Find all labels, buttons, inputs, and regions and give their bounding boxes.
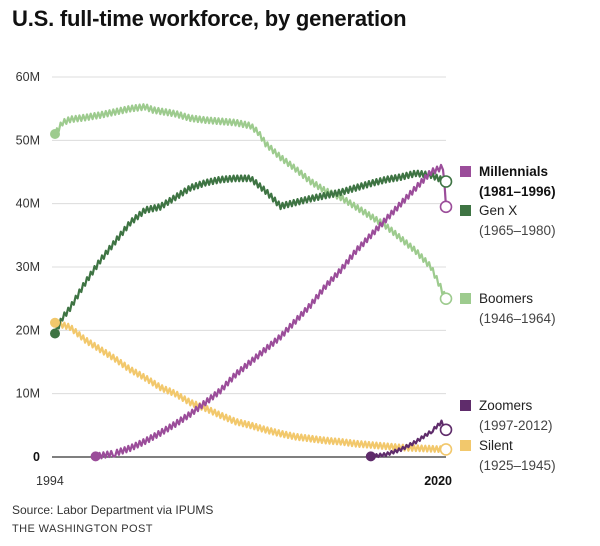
legend-swatch	[460, 166, 471, 177]
legend-series-range: (1965–1980)	[479, 223, 556, 238]
legend-swatch	[460, 205, 471, 216]
y-tick-label: 10M	[16, 387, 40, 401]
legend-series-name: Millennials	[479, 164, 548, 179]
legend-series-range: (1981–1996)	[479, 184, 556, 199]
millennials-end-point	[439, 200, 453, 214]
boomers-start-point	[50, 129, 60, 139]
legend-item-boomers: Boomers (1946–1964)	[460, 291, 556, 326]
gen-x-start-point	[50, 328, 60, 339]
x-tick-label: 2020	[424, 474, 452, 488]
gridlines	[52, 76, 446, 458]
publisher-credit: THE WASHINGTON POST	[12, 523, 153, 535]
y-tick-label: 60M	[16, 70, 40, 84]
boomers-line	[53, 103, 448, 299]
x-tick-label: 1994	[36, 474, 64, 488]
zoomers-line	[369, 419, 447, 459]
legend-series-range: (1925–1945)	[479, 458, 556, 473]
legend-swatch	[460, 293, 471, 304]
legend-item-zoomers: Zoomers (1997-2012)	[460, 398, 553, 433]
y-tick-label: 30M	[16, 260, 40, 274]
legend-item-silent: Silent (1925–1945)	[460, 438, 556, 473]
y-axis-ticks: 60M 50M 40M 30M 20M 10M 0	[16, 70, 40, 464]
legend-series-name: Boomers	[479, 291, 533, 306]
legend-item-millennials: Millennials (1981–1996)	[460, 164, 556, 199]
silent-line	[53, 319, 447, 454]
series-lines	[53, 103, 448, 460]
legend-series-name: Gen X	[479, 203, 517, 218]
gen-x-line	[53, 169, 447, 337]
x-axis-ticks: 1994 2020	[36, 474, 452, 488]
y-tick-label: 50M	[16, 133, 40, 147]
y-tick-label: 0	[33, 450, 40, 464]
legend: Boomers (1946–1964) Gen X (1965–1980) Millen…	[460, 164, 556, 473]
y-tick-label: 20M	[16, 323, 40, 337]
legend-series-range: (1997-2012)	[479, 418, 553, 433]
legend-swatch	[460, 440, 471, 451]
millennials-line	[94, 163, 448, 460]
series-markers	[50, 129, 453, 462]
zoomers-start-point	[365, 451, 376, 462]
legend-series-name: Zoomers	[479, 398, 533, 413]
legend-series-range: (1946–1964)	[479, 311, 556, 326]
zoomers-end-point	[439, 423, 453, 437]
chart-title: U.S. full-time workforce, by generation	[12, 6, 407, 31]
legend-series-name: Silent	[479, 438, 513, 453]
source-note: Source: Labor Department via IPUMS	[12, 503, 214, 517]
legend-item-gen-x: Gen X (1965–1980)	[460, 203, 556, 238]
legend-swatch	[460, 400, 471, 411]
silent-end-point	[439, 443, 453, 456]
y-tick-label: 40M	[16, 197, 40, 211]
gen-x-end-point	[439, 175, 453, 188]
boomers-end-point	[439, 292, 453, 305]
silent-start-point	[50, 317, 60, 328]
millennials-start-point	[90, 451, 101, 462]
